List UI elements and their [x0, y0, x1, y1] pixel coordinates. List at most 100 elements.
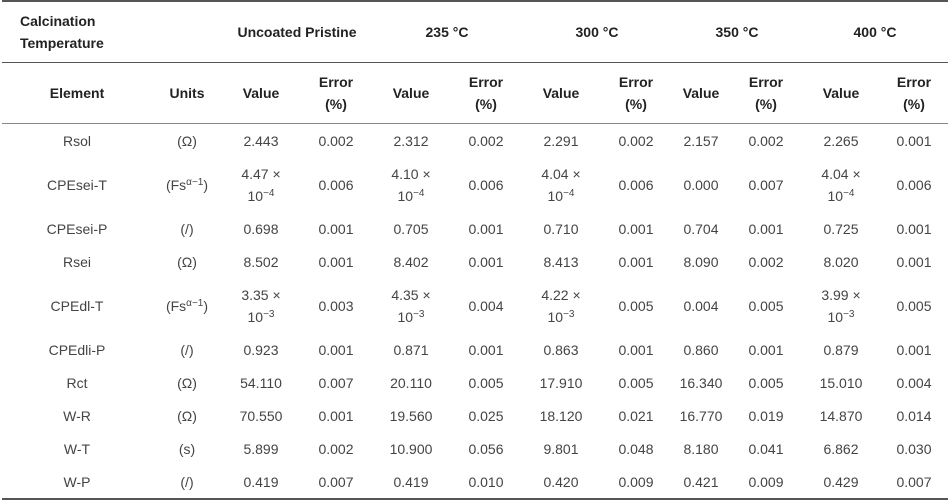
error-cell: 0.002 — [468, 132, 504, 149]
exponent-base: 10 — [547, 187, 564, 204]
exponent-base: 10 — [247, 187, 264, 204]
exponent: −3 — [263, 308, 275, 320]
value-cell: 0.698 — [243, 220, 279, 237]
element-cell: Rct — [66, 374, 88, 391]
error-cell: 0.030 — [896, 440, 932, 457]
value-cell: 0.004 — [683, 297, 719, 314]
value-cell: 0.923 — [243, 341, 279, 358]
table-row: Rsol (Ω) 2.443 0.002 2.312 0.002 2.291 0.002 2.1… — [2, 124, 948, 158]
error-cell: 0.041 — [748, 440, 784, 457]
error-cell: 0.001 — [618, 220, 654, 237]
unit-cell: (Ω) — [177, 132, 197, 149]
unit-cell: (Ω) — [177, 407, 197, 424]
value-cell: 0.871 — [393, 341, 429, 358]
value-cell: 8.502 — [243, 253, 279, 270]
value-column-header: Value — [802, 62, 880, 124]
error-percent-label: (%) — [325, 96, 347, 112]
value-cell: 20.110 — [390, 374, 432, 391]
error-cell: 0.001 — [468, 253, 504, 270]
table-row: CPEsei-T (Fsα−1) 4.47 × 10−4 0.006 4.10 × 10−4… — [2, 157, 948, 212]
group-header-uncoated: Uncoated Pristine — [222, 0, 372, 63]
value-cell: 0.705 — [393, 220, 429, 237]
value-cell: 4.04 × 10−4 — [802, 157, 880, 212]
unit-cell: (/) — [180, 220, 194, 237]
element-cell: CPEsei-P — [46, 220, 108, 237]
group-header-row: Calcination Temperature Uncoated Pristin… — [2, 0, 948, 63]
exponent: −3 — [413, 308, 425, 320]
unit-base: (Fs — [165, 176, 187, 193]
value-cell: 8.180 — [683, 440, 719, 457]
error-label: Error — [748, 74, 784, 90]
error-cell: 0.007 — [748, 176, 784, 193]
exponent: −4 — [563, 187, 575, 199]
error-cell: 0.001 — [618, 341, 654, 358]
exponent: −3 — [563, 308, 575, 320]
error-cell: 0.001 — [468, 341, 504, 358]
value-cell: 4.47 × 10−4 — [222, 157, 300, 212]
unit-close: ) — [203, 297, 209, 314]
value-cell: 16.770 — [679, 407, 723, 424]
value-column-header: Value — [222, 62, 300, 124]
value-cell: 0.725 — [823, 220, 859, 237]
error-cell: 0.019 — [748, 407, 784, 424]
value-cell: 2.157 — [683, 132, 719, 149]
table-row: CPEdli-P (/) 0.923 0.001 0.871 0.001 0.863 0.00… — [2, 333, 948, 366]
error-cell: 0.006 — [318, 176, 354, 193]
table-row: Rsei (Ω) 8.502 0.001 8.402 0.001 8.413 0.001 8.0… — [2, 245, 948, 278]
value-cell: 2.265 — [823, 132, 859, 149]
error-cell: 0.001 — [318, 341, 354, 358]
error-cell: 0.002 — [618, 132, 654, 149]
value-cell: 0.710 — [543, 220, 579, 237]
value-cell: 6.862 — [823, 440, 859, 457]
table-row: CPEsei-P (/) 0.698 0.001 0.705 0.001 0.710 0.00… — [2, 212, 948, 245]
error-label: Error — [896, 74, 932, 90]
value-column-header: Value — [372, 62, 450, 124]
error-cell: 0.001 — [618, 253, 654, 270]
unit-exponent: α−1 — [186, 176, 204, 188]
table-row: W-T (s) 5.899 0.002 10.900 0.056 9.801 0.048 8.1… — [2, 432, 948, 465]
value-cell: 0.704 — [683, 220, 719, 237]
error-cell: 0.005 — [748, 374, 784, 391]
error-label: Error — [618, 74, 654, 90]
group-header-400: 400 °C — [802, 0, 948, 63]
error-cell: 0.004 — [468, 297, 504, 314]
exponent: −4 — [263, 187, 275, 199]
error-column-header: Error (%) — [450, 62, 522, 124]
value-cell: 10.900 — [389, 440, 433, 457]
table-row: W-R (Ω) 70.550 0.001 19.560 0.025 18.120 0.021 1… — [2, 399, 948, 432]
error-cell: 0.001 — [748, 220, 784, 237]
error-label: Error — [318, 74, 354, 90]
exponent: −4 — [843, 187, 855, 199]
group-header-350: 350 °C — [672, 0, 802, 63]
value-cell: 19.560 — [389, 407, 433, 424]
value-cell: 8.413 — [543, 253, 579, 270]
error-cell: 0.005 — [618, 374, 654, 391]
error-percent-label: (%) — [475, 96, 497, 112]
value-column-header: Value — [522, 62, 600, 124]
calcination-label: Calcination — [20, 13, 96, 29]
value-cell: 0.860 — [683, 341, 719, 358]
exponent-base: 10 — [247, 308, 264, 325]
error-cell: 0.056 — [468, 440, 504, 457]
error-cell: 0.002 — [748, 253, 784, 270]
error-column-header: Error (%) — [300, 62, 372, 124]
mantissa: 4.35 × — [391, 286, 431, 303]
group-header-300: 300 °C — [522, 0, 672, 63]
error-cell: 0.004 — [896, 374, 932, 391]
exponent-base: 10 — [827, 308, 844, 325]
error-cell: 0.001 — [468, 220, 504, 237]
error-column-header: Error (%) — [880, 62, 948, 124]
error-cell: 0.001 — [896, 132, 932, 149]
error-cell: 0.002 — [748, 132, 784, 149]
value-cell: 8.402 — [393, 253, 429, 270]
value-cell: 18.120 — [539, 407, 583, 424]
value-cell: 54.110 — [240, 374, 282, 391]
unit-cell: (Ω) — [177, 253, 197, 270]
table-row: CPEdl-T (Fsα−1) 3.35 × 10−3 0.003 4.35 × 10−3 0… — [2, 278, 948, 333]
table-body: Rsol (Ω) 2.443 0.002 2.312 0.002 2.291 0.002 2.1… — [2, 124, 948, 500]
unit-exponent: α−1 — [186, 297, 204, 309]
element-cell: CPEsei-T — [47, 176, 107, 193]
column-header-row: Element Units Value Error (%) Value Error (%)… — [2, 62, 948, 124]
exponent: −4 — [413, 187, 425, 199]
